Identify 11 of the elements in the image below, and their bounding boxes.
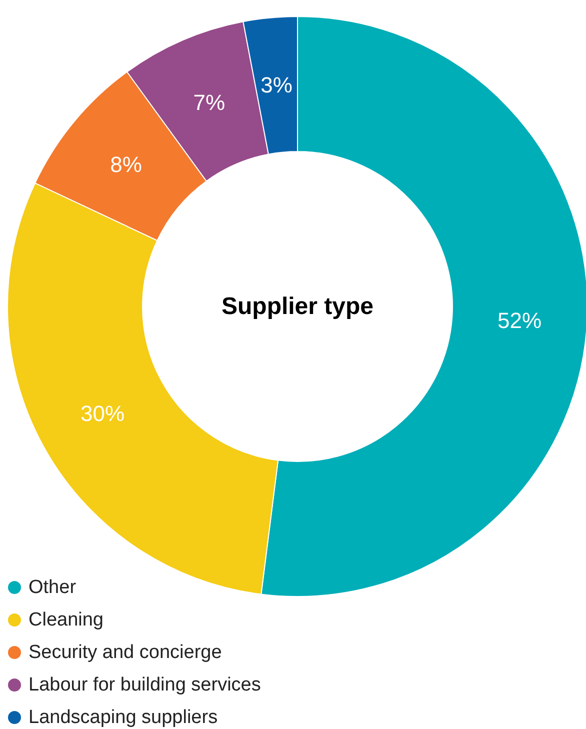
data-label: 30% — [80, 401, 125, 426]
data-label: 52% — [498, 308, 542, 333]
legend-label: Labour for building services — [28, 674, 261, 696]
data-label: 3% — [260, 72, 292, 98]
legend-label: Landscaping suppliers — [28, 707, 218, 728]
legend-label: Cleaning — [28, 610, 104, 630]
data-label: 7% — [193, 90, 226, 115]
text: Supplier type — [221, 293, 374, 320]
data-label: 8% — [110, 152, 142, 178]
legend-label: Security and concierge — [28, 642, 222, 663]
legend-label: Other — [28, 577, 77, 598]
